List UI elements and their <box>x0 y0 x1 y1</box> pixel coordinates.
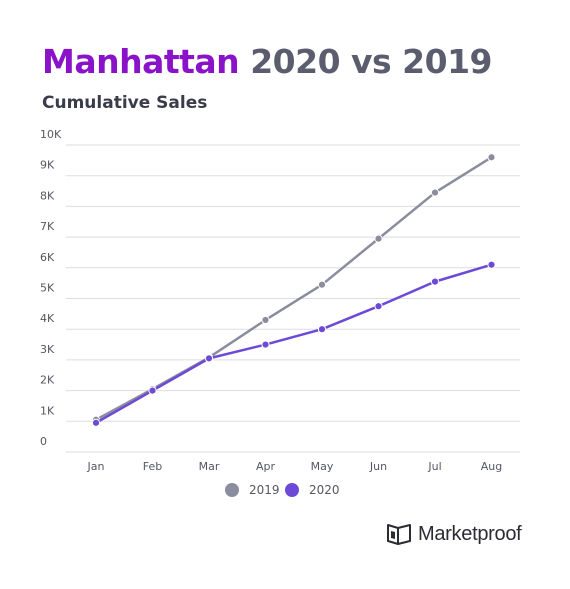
data-point <box>148 386 157 395</box>
x-tick-label: May <box>311 460 334 473</box>
data-point <box>487 153 496 162</box>
x-tick-label: Mar <box>199 460 220 473</box>
series-group <box>91 153 496 427</box>
data-point <box>430 188 440 197</box>
data-point <box>261 315 270 325</box>
data-point <box>487 260 496 269</box>
y-tick-label: 6K <box>40 251 55 264</box>
data-point <box>204 354 214 363</box>
chart-subtitle: Cumulative Sales <box>42 93 208 113</box>
title-rest: 2020 vs 2019 <box>250 42 493 81</box>
x-tick-label: Apr <box>256 460 276 473</box>
data-point <box>430 277 440 286</box>
y-tick-label: 0 <box>40 435 47 448</box>
chart-title: Manhattan 2020 vs 2019 <box>42 40 493 84</box>
data-point <box>91 418 101 427</box>
brand-name: Marketproof <box>418 522 522 545</box>
series-line <box>95 156 493 421</box>
y-tick-label: 2K <box>40 374 55 387</box>
marketproof-logo-icon <box>387 524 411 545</box>
data-point <box>374 302 383 311</box>
series-line <box>95 263 492 424</box>
data-point <box>261 340 270 349</box>
title-accent: Manhattan <box>42 42 240 81</box>
legend-item-2020: 2020 <box>285 483 340 497</box>
series-2020 <box>91 260 496 427</box>
legend: 2019 2020 <box>225 483 340 497</box>
y-tick-label: 5K <box>40 282 55 295</box>
x-tick-label: Aug <box>481 460 502 473</box>
y-tick-label: 7K <box>40 220 55 233</box>
legend-label: 2019 <box>249 483 280 497</box>
series-2019 <box>91 153 496 424</box>
y-tick-label: 4K <box>40 312 55 325</box>
y-tick-label: 10K <box>40 128 62 141</box>
x-tick-label: Jun <box>369 460 387 473</box>
legend-item-2019: 2019 <box>225 483 280 497</box>
brand-logo: Marketproof <box>386 522 522 546</box>
x-tick-label: Jul <box>427 460 441 473</box>
x-tick-label: Jan <box>87 460 105 473</box>
y-tick-label: 9K <box>40 159 55 172</box>
y-axis-ticks: 0 1K 2K 3K 4K 5K 6K 7K 8K 9K 10K <box>40 128 62 448</box>
legend-marker <box>285 483 299 497</box>
legend-marker <box>225 483 239 497</box>
gridlines <box>66 144 520 453</box>
y-tick-label: 8K <box>40 189 55 202</box>
y-tick-label: 1K <box>40 404 55 417</box>
y-tick-label: 3K <box>40 343 55 356</box>
legend-label: 2020 <box>309 483 340 497</box>
x-axis-ticks: Jan Feb Mar Apr May Jun Jul Aug <box>87 460 503 473</box>
data-point <box>374 234 383 243</box>
x-tick-label: Feb <box>143 460 162 473</box>
data-point <box>317 280 327 289</box>
data-point <box>317 325 327 334</box>
